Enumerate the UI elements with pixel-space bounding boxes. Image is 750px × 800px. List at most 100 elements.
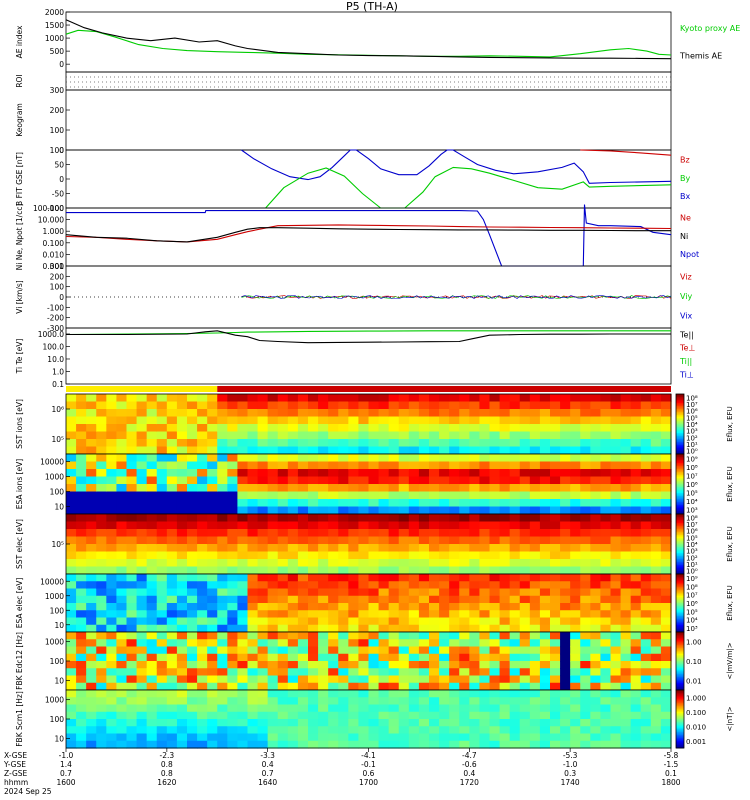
spectrogram-cell bbox=[388, 624, 400, 633]
spectrogram-cell bbox=[257, 439, 269, 448]
spectrogram-cell bbox=[509, 581, 521, 590]
spectrogram-cell bbox=[287, 461, 299, 470]
series-line bbox=[241, 295, 672, 299]
spectrogram-cell bbox=[570, 675, 581, 684]
spectrogram-cell bbox=[287, 559, 299, 568]
colorbar-step bbox=[676, 509, 684, 512]
spectrogram-cell bbox=[156, 726, 168, 735]
spectrogram-cell bbox=[217, 491, 228, 500]
spectrogram-cell bbox=[429, 682, 440, 691]
spectrogram-cell bbox=[318, 454, 329, 463]
spectrogram-cell bbox=[479, 446, 491, 455]
spectrogram-cell bbox=[560, 574, 571, 582]
spectrogram-cell bbox=[640, 536, 652, 545]
spectrogram-cell bbox=[277, 416, 289, 425]
spectrogram-cell bbox=[257, 639, 269, 648]
spectrogram-cell bbox=[459, 581, 470, 590]
spectrogram-cell bbox=[136, 740, 148, 749]
spectrogram-cell bbox=[247, 711, 259, 720]
spectrogram-cell bbox=[96, 697, 107, 706]
spectrogram-cell bbox=[237, 610, 249, 619]
spectrogram-cell bbox=[187, 521, 198, 530]
spectrogram-cell bbox=[560, 544, 571, 553]
spectrogram-cell bbox=[166, 394, 178, 403]
spectrogram-cell bbox=[529, 469, 541, 478]
spectrogram-cell bbox=[398, 617, 410, 626]
spectrogram-cell bbox=[277, 544, 289, 553]
spectrogram-cell bbox=[550, 711, 561, 720]
spectrogram-cell bbox=[96, 394, 107, 403]
spectrogram-cell bbox=[378, 401, 390, 410]
spectrogram-cell bbox=[469, 711, 481, 720]
spectrogram-cell bbox=[187, 646, 198, 655]
spectrogram-cell bbox=[156, 617, 168, 626]
spectrogram-cell bbox=[86, 416, 97, 425]
spectrogram-cell bbox=[469, 704, 481, 713]
spectrogram-cell bbox=[247, 514, 259, 523]
spectrogram-cell bbox=[418, 544, 430, 553]
spectrogram-cell bbox=[308, 424, 319, 433]
spectrogram-cell bbox=[590, 719, 602, 727]
spectrogram-cell bbox=[217, 484, 228, 493]
spectrogram-cell bbox=[267, 401, 279, 410]
spectrogram-cell bbox=[509, 476, 521, 485]
spectrogram-cell bbox=[529, 668, 541, 677]
spectrogram-cell bbox=[429, 544, 440, 553]
spectrogram-cell bbox=[378, 394, 390, 403]
spectrogram-cell bbox=[187, 632, 198, 640]
spectrogram-cell bbox=[539, 491, 551, 500]
spectrogram-cell bbox=[479, 697, 491, 706]
spectrogram-cell bbox=[318, 711, 329, 720]
spectrogram-cell bbox=[66, 559, 77, 568]
spectrogram-cell bbox=[650, 529, 662, 538]
spectrogram-cell bbox=[187, 668, 198, 677]
spectrogram-cell bbox=[126, 446, 138, 455]
spectrogram-cell bbox=[489, 551, 501, 560]
spectrogram-cell bbox=[580, 610, 591, 619]
spectrogram-cell bbox=[509, 394, 521, 403]
spectrogram-cell bbox=[418, 484, 430, 493]
colorbar-step bbox=[676, 584, 684, 587]
spectrogram-cell bbox=[378, 697, 390, 706]
spectrogram-cell bbox=[308, 588, 319, 597]
spectrogram-cell bbox=[297, 632, 309, 640]
spectrogram-cell bbox=[550, 617, 561, 626]
spectrogram-cell bbox=[96, 733, 107, 742]
spectrogram-cell bbox=[277, 476, 289, 485]
spectrogram-cell bbox=[338, 740, 349, 749]
colorbar-step bbox=[676, 720, 684, 723]
spectrogram-cell bbox=[328, 566, 339, 575]
spectrogram-cell bbox=[529, 439, 541, 448]
spectrogram-cell bbox=[479, 733, 491, 742]
spectrogram-cell bbox=[348, 409, 360, 418]
spectrogram-cell bbox=[308, 476, 319, 485]
colorbar-tick-label: 10⁵ bbox=[686, 490, 698, 498]
spectrogram-cell bbox=[328, 416, 339, 425]
colorbar-step bbox=[676, 659, 684, 662]
spectrogram-cell bbox=[449, 733, 460, 742]
spectrogram-cell bbox=[176, 682, 188, 691]
spectrogram-cell bbox=[580, 733, 591, 742]
spectrogram-cell bbox=[519, 675, 531, 684]
spectrogram-cell bbox=[277, 409, 289, 418]
legend-entry: Viy bbox=[680, 292, 693, 301]
spectrogram-cell bbox=[600, 624, 612, 633]
spectrogram-cell bbox=[408, 704, 420, 713]
spectrogram-cell bbox=[650, 454, 662, 463]
spectrogram-cell bbox=[338, 668, 349, 677]
colorbar-step bbox=[676, 527, 684, 530]
spectrogram-cell bbox=[630, 551, 642, 560]
spectrogram-cell bbox=[116, 521, 128, 530]
spectrogram-cell bbox=[398, 740, 410, 749]
spectrogram-cell bbox=[166, 653, 178, 662]
spectrogram-cell bbox=[338, 675, 349, 684]
spectrogram-cell bbox=[96, 574, 107, 582]
spectrogram-cell bbox=[550, 595, 561, 604]
spectrogram-cell bbox=[106, 603, 118, 611]
y-axis-label: ESA elec [eV] bbox=[15, 578, 24, 629]
colorbar-step bbox=[676, 440, 684, 443]
y-tick-label: 100 bbox=[50, 488, 65, 497]
spectrogram-cell bbox=[509, 499, 521, 508]
y-tick-label: -100 bbox=[47, 303, 64, 312]
colorbar-step bbox=[676, 592, 684, 595]
